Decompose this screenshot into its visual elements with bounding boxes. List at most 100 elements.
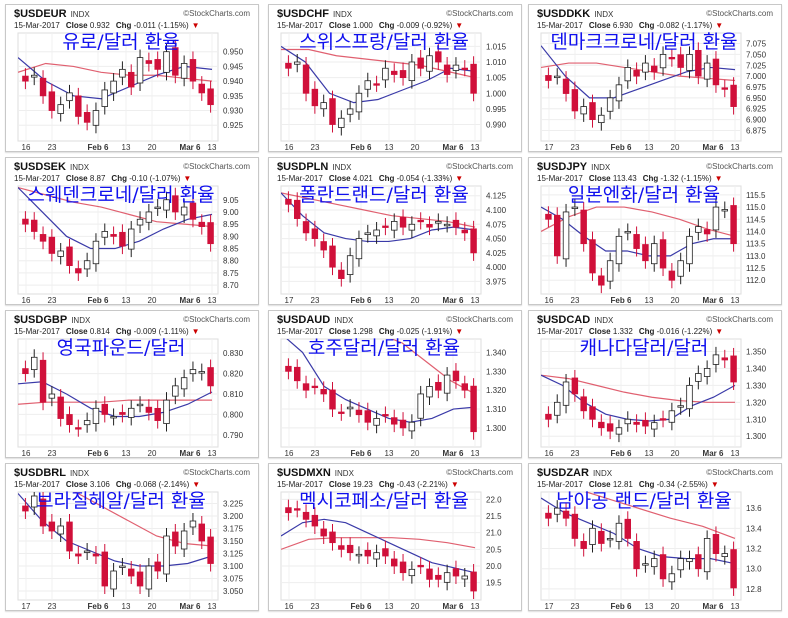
y-tick-label: 9.00 — [223, 208, 239, 217]
exchange: INDX — [332, 163, 352, 172]
x-tick-label: 20 — [411, 449, 420, 457]
x-tick-label: 23 — [311, 602, 320, 610]
candle — [730, 84, 737, 107]
candle — [355, 409, 363, 416]
candle — [580, 209, 587, 245]
candle — [110, 80, 117, 94]
x-tick-label: Mar 6 — [703, 143, 724, 151]
candle — [382, 548, 389, 557]
exchange: INDX — [334, 469, 354, 478]
chart-panel-usdgbp[interactable]: $USDGBP INDX ©StockCharts.com 15-Mar-2017… — [5, 310, 259, 458]
x-tick-label: Feb 6 — [88, 143, 109, 151]
candle — [66, 92, 73, 102]
candle — [22, 368, 29, 375]
candle — [320, 102, 327, 110]
y-tick-label: 1.320 — [486, 386, 507, 395]
x-tick-label: Feb 6 — [351, 143, 372, 151]
y-tick-label: 1.330 — [746, 381, 767, 390]
y-tick-label: 22.0 — [486, 495, 502, 504]
date: 15-Mar-2017 — [14, 174, 60, 183]
chg-label: Chg — [115, 480, 132, 489]
candle — [686, 235, 693, 265]
chart-panel-usdcad[interactable]: $USDCAD INDX ©StockCharts.com 15-Mar-2017… — [528, 310, 782, 458]
candle — [320, 388, 327, 395]
symbol-text: $USDPLN — [277, 161, 329, 173]
candle — [172, 531, 179, 547]
chart-panel-usdmxn[interactable]: $USDMXN INDX ©StockCharts.com 15-Mar-2017… — [268, 463, 522, 611]
symbol-text: $USDSEK — [14, 161, 66, 173]
chart-panel-usdeur[interactable]: $USDEUR INDX ©StockCharts.com 15-Mar-2017… — [5, 4, 259, 152]
slow-moving-average — [74, 492, 213, 547]
exchange: INDX — [594, 316, 614, 325]
chart-panel-usdjpy[interactable]: $USDJPY INDX ©StockCharts.com 15-Mar-2017… — [528, 157, 782, 305]
chart-plot: 22.0 21.5 21.0 20.5 20.0 19.5 16 23 Feb 6 13 20 Mar… — [280, 491, 502, 610]
date: 15-Mar-2017 — [537, 480, 583, 489]
chart-panel-usdbrl[interactable]: $USDBRL INDX ©StockCharts.com 15-Mar-2017… — [5, 463, 259, 611]
y-tick-label: 112.0 — [746, 276, 766, 285]
symbol: $USDEUR INDX — [14, 8, 90, 20]
chart-plot: 9.05 9.00 8.95 8.90 8.85 8.80 8.75 8.70 16 23 Feb … — [17, 185, 239, 304]
korean-title: 스위스프랑/달러 환율 — [299, 31, 469, 53]
chart-panel-usdchf[interactable]: $USDCHF INDX ©StockCharts.com 15-Mar-2017… — [268, 4, 522, 152]
candle — [110, 234, 117, 237]
x-tick-label: 23 — [48, 449, 57, 457]
chg-label: Chg — [378, 21, 395, 30]
y-tick-label: 3.200 — [223, 512, 244, 521]
y-tick-label: 0.925 — [223, 121, 244, 130]
chart-panel-usdaud[interactable]: $USDAUD INDX ©StockCharts.com 15-Mar-2017… — [268, 310, 522, 458]
brand: ©StockCharts.com — [446, 162, 513, 171]
chart-panel-usddkk[interactable]: $USDDKK INDX ©StockCharts.com 15-Mar-2017… — [528, 4, 782, 152]
date: 15-Mar-2017 — [277, 21, 323, 30]
candle — [154, 59, 161, 70]
candle — [554, 214, 561, 257]
candle — [545, 413, 552, 420]
candle — [615, 235, 623, 265]
y-tick-label: 4.075 — [486, 220, 507, 229]
chart-panel-usdzar[interactable]: $USDZAR INDX ©StockCharts.com 15-Mar-2017… — [528, 463, 782, 611]
y-tick-label: 6.925 — [746, 105, 767, 114]
x-tick-label: 13 — [385, 449, 394, 457]
quote-info: 15-Mar-2017 Close 8.87 Chg -0.10 (-1.07%) ▼ — [14, 174, 191, 183]
x-tick-label: 20 — [148, 143, 157, 151]
close-value: 8.87 — [89, 174, 106, 183]
x-tick-label: 13 — [731, 449, 740, 457]
candle — [642, 563, 649, 566]
candle — [163, 399, 170, 424]
x-tick-label: Mar 6 — [703, 296, 724, 304]
candle — [589, 102, 596, 121]
y-tick-label: 0.820 — [223, 370, 244, 379]
symbol-text: $USDCHF — [277, 8, 329, 20]
candle — [302, 383, 310, 391]
candle — [606, 97, 614, 112]
candle — [435, 574, 442, 580]
candle — [110, 570, 117, 590]
candle — [39, 498, 47, 527]
chg-value: -1.32 (-1.15%) — [660, 174, 712, 183]
candle — [659, 418, 667, 421]
candle — [426, 55, 433, 72]
candle — [677, 260, 684, 277]
candle — [554, 507, 561, 515]
candle — [207, 536, 214, 564]
x-tick-label: Mar 6 — [703, 602, 724, 610]
y-tick-label: 0.945 — [223, 62, 244, 71]
candle — [180, 63, 188, 79]
candle — [364, 549, 371, 557]
chart-panel-usdsek[interactable]: $USDSEK INDX ©StockCharts.com 15-Mar-2017… — [5, 157, 259, 305]
candle — [730, 355, 737, 383]
candle — [128, 568, 135, 577]
x-tick-label: 13 — [208, 143, 217, 151]
close-value: 6.930 — [612, 21, 633, 30]
candle — [48, 521, 56, 532]
candle — [461, 575, 468, 580]
x-tick-label: 13 — [645, 449, 654, 457]
candle — [136, 57, 144, 84]
candle — [329, 245, 336, 268]
chart-panel-usdpln[interactable]: $USDPLN INDX ©StockCharts.com 15-Mar-2017… — [268, 157, 522, 305]
candle — [545, 213, 552, 220]
x-tick-label: 20 — [148, 449, 157, 457]
y-tick-label: 0.830 — [223, 349, 244, 358]
y-tick-label: 0.930 — [223, 107, 244, 116]
x-tick-label: 23 — [311, 449, 320, 457]
x-tick-label: Feb 6 — [611, 449, 632, 457]
